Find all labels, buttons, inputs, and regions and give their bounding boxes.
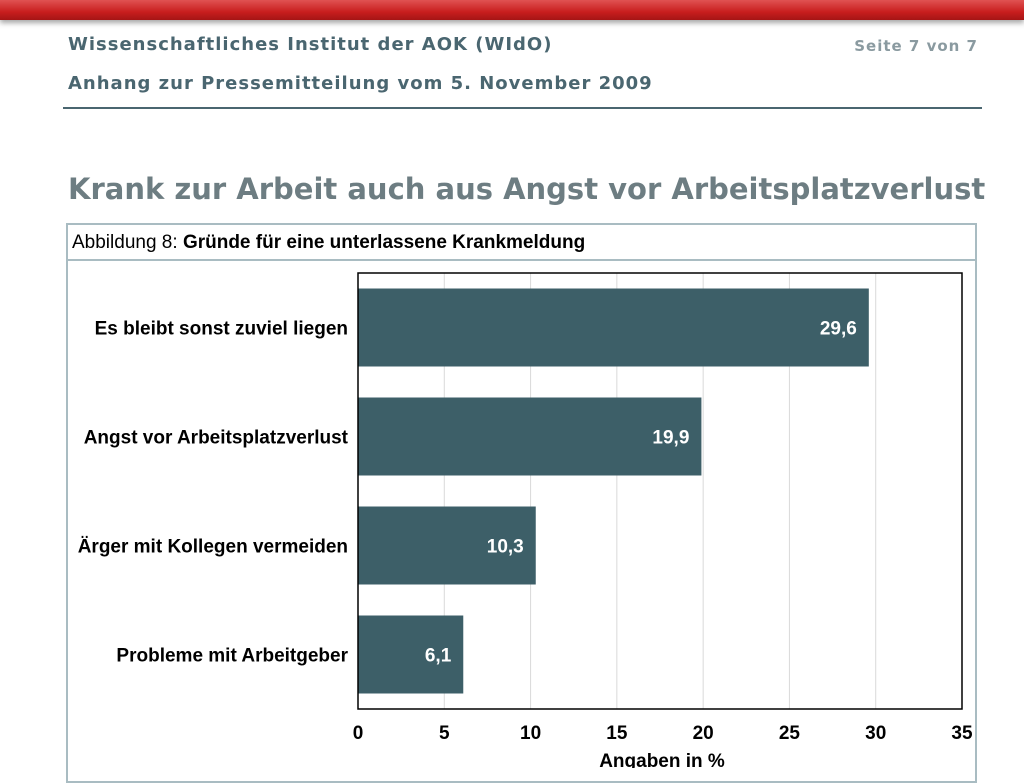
bar-value-label: 10,3 xyxy=(487,537,524,558)
x-axis-label: Angaben in % xyxy=(599,751,725,768)
header-divider xyxy=(63,107,982,109)
bar xyxy=(358,506,536,585)
press-release-subtitle: Anhang zur Pressemitteilung vom 5. Novem… xyxy=(68,73,653,94)
figure-caption-text: Gründe für eine unterlassene Krankmeldun… xyxy=(182,232,586,253)
x-tick-label: 15 xyxy=(606,723,628,744)
bar-value-label: 6,1 xyxy=(425,646,452,667)
figure-label: Abbildung 8: xyxy=(72,232,178,253)
slide-title: Krank zur Arbeit auch aus Angst vor Arbe… xyxy=(68,172,986,206)
figure-frame: Abbildung 8: Gründe für eine unterlassen… xyxy=(66,223,977,783)
plot-frame xyxy=(357,272,963,710)
bar xyxy=(358,288,869,367)
x-tick-label: 5 xyxy=(439,723,450,744)
figure-caption: Abbildung 8: Gründe für eine unterlassen… xyxy=(68,225,975,261)
category-label: Es bleibt sonst zuviel liegen xyxy=(95,319,348,340)
bar xyxy=(358,397,702,476)
x-tick-label: 20 xyxy=(693,723,714,744)
x-tick-label: 30 xyxy=(865,723,886,744)
page-number: Seite 7 von 7 xyxy=(854,37,978,55)
category-label: Ärger mit Kollegen vermeiden xyxy=(78,537,348,558)
x-tick-label: 10 xyxy=(520,723,541,744)
x-tick-label: 0 xyxy=(353,723,364,744)
x-tick-label: 35 xyxy=(951,723,973,744)
institute-name: Wissenschaftliches Institut der AOK (WId… xyxy=(68,34,553,55)
bar-value-label: 29,6 xyxy=(820,319,857,340)
category-label: Angst vor Arbeitsplatzverlust xyxy=(84,428,349,449)
top-accent-bar xyxy=(0,0,1024,20)
category-label: Probleme mit Arbeitgeber xyxy=(116,646,348,667)
bar-value-label: 19,9 xyxy=(652,428,689,449)
bar xyxy=(358,615,464,694)
x-tick-label: 25 xyxy=(779,723,801,744)
